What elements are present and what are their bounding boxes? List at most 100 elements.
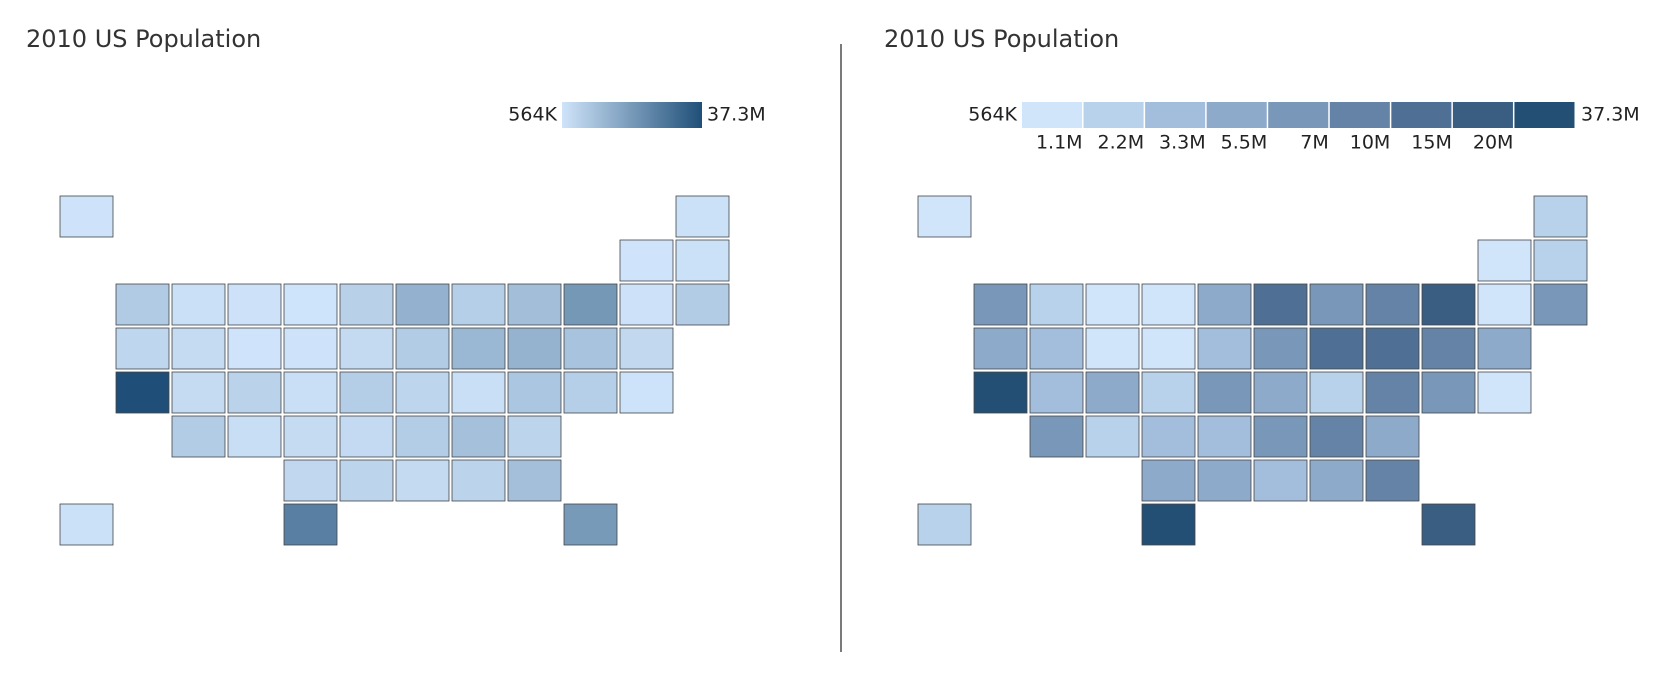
state (1421, 371, 1476, 414)
state (1085, 371, 1140, 414)
state (917, 503, 972, 546)
state (507, 327, 562, 370)
state (227, 327, 282, 370)
colorbar-label: 564K (508, 104, 557, 126)
legend-swatch (1145, 102, 1206, 128)
state (1141, 371, 1196, 414)
state (917, 195, 972, 238)
colorbar-label: 3.3M (1159, 132, 1206, 154)
colorbar-label: 37.3M (707, 104, 766, 126)
state (1365, 283, 1420, 326)
colorbar-label: 10M (1350, 132, 1391, 154)
state (171, 371, 226, 414)
legend-swatch (1452, 102, 1513, 128)
state (395, 459, 450, 502)
state (1253, 371, 1308, 414)
state (1197, 459, 1252, 502)
state (1365, 327, 1420, 370)
state (1029, 415, 1084, 458)
state (339, 327, 394, 370)
colorbar-label: 2.2M (1098, 132, 1145, 154)
state (1085, 327, 1140, 370)
state (1477, 371, 1532, 414)
state (1477, 239, 1532, 282)
state (507, 283, 562, 326)
state (619, 239, 674, 282)
state (1309, 459, 1364, 502)
state (1533, 239, 1588, 282)
state (619, 371, 674, 414)
state (1533, 283, 1588, 326)
state (1309, 283, 1364, 326)
state (1365, 415, 1420, 458)
state (171, 327, 226, 370)
colorbar-label: 20M (1473, 132, 1514, 154)
state (451, 283, 506, 326)
state (619, 283, 674, 326)
state (507, 459, 562, 502)
state (451, 415, 506, 458)
state (1085, 283, 1140, 326)
state (283, 327, 338, 370)
state (1477, 283, 1532, 326)
state (675, 195, 730, 238)
chart-title: 2010 US Population (884, 25, 1119, 53)
state (1197, 327, 1252, 370)
state (1197, 283, 1252, 326)
state (1141, 283, 1196, 326)
state (283, 283, 338, 326)
state (563, 327, 618, 370)
state (227, 415, 282, 458)
state (395, 371, 450, 414)
state (283, 459, 338, 502)
state (1309, 371, 1364, 414)
state (973, 327, 1028, 370)
state (339, 283, 394, 326)
state (115, 327, 170, 370)
state (1029, 327, 1084, 370)
chart-title: 2010 US Population (26, 25, 261, 53)
state (283, 371, 338, 414)
state (675, 239, 730, 282)
state (1421, 327, 1476, 370)
state (1141, 415, 1196, 458)
legend-swatch (1268, 102, 1329, 128)
legend-swatch (1083, 102, 1144, 128)
state (171, 283, 226, 326)
colorbar-label: 564K (968, 104, 1017, 126)
colorbar-label: 37.3M (1581, 104, 1640, 126)
state (1421, 503, 1476, 546)
state (395, 415, 450, 458)
state (451, 327, 506, 370)
state (395, 283, 450, 326)
colorbar-label: 5.5M (1221, 132, 1268, 154)
state (59, 195, 114, 238)
state (115, 283, 170, 326)
state (227, 371, 282, 414)
state (171, 415, 226, 458)
state (675, 283, 730, 326)
state (1141, 327, 1196, 370)
state (1029, 371, 1084, 414)
state (563, 371, 618, 414)
state (1197, 371, 1252, 414)
colorbar-label: 7M (1300, 132, 1328, 154)
state (339, 415, 394, 458)
state (451, 459, 506, 502)
colorbar (562, 102, 702, 128)
state (1533, 195, 1588, 238)
legend-swatch (1391, 102, 1452, 128)
state (451, 371, 506, 414)
state (1141, 503, 1196, 546)
state (507, 415, 562, 458)
state (973, 283, 1028, 326)
state (59, 503, 114, 546)
legend-swatch (1514, 102, 1575, 128)
state (1197, 415, 1252, 458)
state (339, 371, 394, 414)
state (1253, 283, 1308, 326)
state (1253, 327, 1308, 370)
state (973, 371, 1028, 414)
state (227, 283, 282, 326)
